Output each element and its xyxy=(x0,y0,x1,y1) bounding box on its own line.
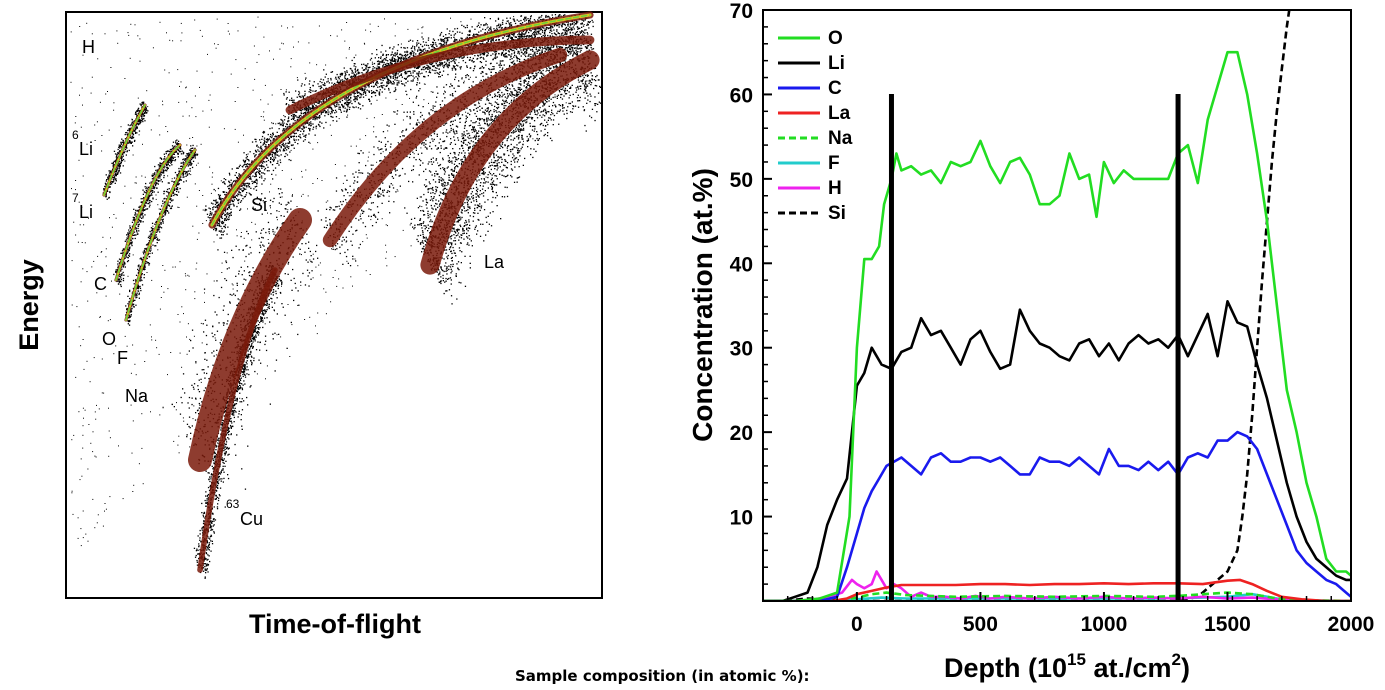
x-tick-label: 0 xyxy=(851,613,863,636)
legend-label-f: F xyxy=(828,153,840,174)
legend-label-h: H xyxy=(828,178,842,199)
x-axis-label-sup2: 2 xyxy=(1172,650,1181,669)
legend-label-la: La xyxy=(828,103,851,124)
legend: O Li C La Na FH Si xyxy=(778,28,853,224)
plot-frame xyxy=(763,10,1351,601)
legend-label-li: Li xyxy=(828,53,845,74)
y-axis-label: Concentration (at.%) xyxy=(687,168,718,442)
tof-label-C: C xyxy=(94,274,107,294)
tof-label-Li6: Li xyxy=(79,139,93,159)
legend-label-si: Si xyxy=(828,203,846,224)
caption: Sample composition (in atomic %): xyxy=(515,667,810,685)
x-axis-label-prefix: Depth (10 xyxy=(944,653,1067,683)
x-axis-label-suffix: ) xyxy=(1181,653,1190,683)
x-axis-label-mid: at./cm xyxy=(1086,653,1172,683)
tof-label-F: F xyxy=(117,348,128,368)
y-tick-label: 10 xyxy=(730,507,753,530)
series-line-si xyxy=(763,0,1292,601)
y-tick-label: 50 xyxy=(730,169,753,192)
y-tick-label: 40 xyxy=(730,253,753,276)
x-tick-label: 500 xyxy=(963,613,998,636)
tof-energy-panel: H 6 Li 7 Li C O F Na Si La 63 Cu Time-of… xyxy=(14,12,602,639)
x-tick-label: 1500 xyxy=(1204,613,1251,636)
x-tick-label: 1000 xyxy=(1081,613,1128,636)
y-tick-label: 70 xyxy=(730,0,753,23)
y-tick-label: 30 xyxy=(730,338,753,361)
depth-profile-chart: 0 500 1000 1500 2000 10 20 30 40 50 60 70 O Li C La Na F… xyxy=(687,0,1374,683)
x-tick-label: 2000 xyxy=(1328,613,1375,636)
legend-label-o: O xyxy=(828,28,843,49)
tof-label-Na: Na xyxy=(125,386,149,406)
y-tick-label: 60 xyxy=(730,84,753,107)
x-axis-label: Depth (1015 at./cm2) xyxy=(944,650,1190,683)
y-tick-label: 20 xyxy=(730,422,753,445)
tof-label-Cu63-sup: 63 xyxy=(226,497,240,511)
tof-label-Li7-sup: 7 xyxy=(72,191,79,205)
tof-label-O: O xyxy=(102,329,116,349)
vertical-markers xyxy=(891,94,1178,601)
legend-label-na: Na xyxy=(828,128,853,149)
tof-label-Cu63: Cu xyxy=(240,509,263,529)
tof-label-Li7: Li xyxy=(79,202,93,222)
tof-xlabel: Time-of-flight xyxy=(249,609,421,639)
series-lines xyxy=(763,0,1351,601)
tof-label-La: La xyxy=(484,252,505,272)
tof-label-Li6-sup: 6 xyxy=(72,128,79,142)
tof-ylabel: Energy xyxy=(14,259,44,351)
tof-label-Si: Si xyxy=(251,195,267,215)
tof-label-H: H xyxy=(82,37,95,57)
x-axis-label-sup1: 15 xyxy=(1067,650,1086,669)
legend-label-c: C xyxy=(828,78,842,99)
